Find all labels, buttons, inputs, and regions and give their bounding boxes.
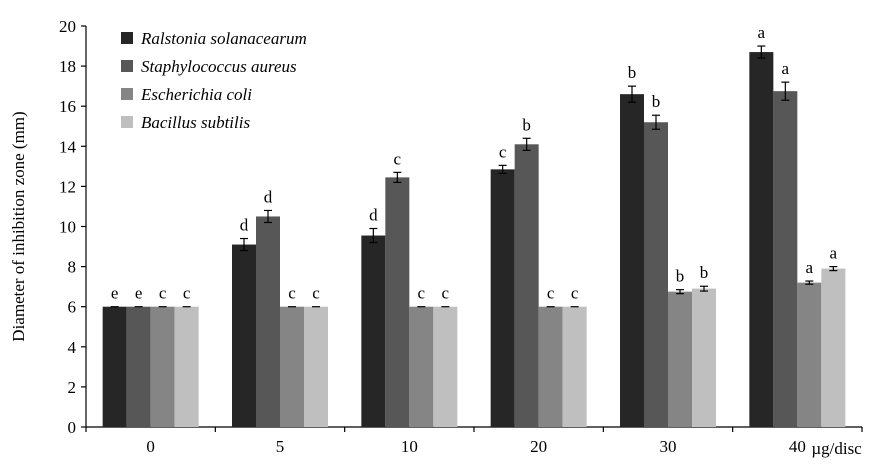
bar (256, 216, 280, 427)
bar (821, 268, 846, 427)
bar (797, 282, 822, 427)
significance-letter: d (240, 216, 249, 235)
y-tick-label: 2 (68, 378, 77, 397)
significance-letter: d (369, 206, 378, 225)
x-tick-label: 10 (401, 437, 418, 456)
significance-letter: c (183, 284, 191, 303)
y-tick-label: 14 (59, 137, 77, 156)
error-bars (110, 45, 838, 308)
bar (433, 306, 458, 427)
y-tick-label: 10 (59, 218, 76, 237)
y-tick-label: 0 (68, 418, 77, 437)
y-tick-label: 20 (59, 17, 76, 36)
significance-letter: e (135, 284, 143, 303)
bar (409, 306, 434, 427)
y-tick-label: 4 (68, 338, 77, 357)
x-tick-label: 30 (660, 437, 677, 456)
bar (150, 306, 175, 427)
significance-letter: c (442, 284, 450, 303)
bar (668, 291, 692, 427)
bars (102, 52, 846, 428)
significance-letter: c (394, 149, 402, 168)
x-axis-unit: µg/disc (811, 439, 862, 458)
bar (562, 306, 587, 427)
bar (126, 306, 151, 427)
significance-letter: c (159, 284, 167, 303)
bar (644, 122, 668, 428)
significance-letter: c (312, 284, 320, 303)
bar (692, 288, 716, 427)
bar (749, 52, 774, 427)
significance-letter: a (806, 258, 814, 277)
bar (361, 235, 386, 427)
significance-letter: a (782, 59, 790, 78)
y-axis-title: Diameter of inhibition zone (mm) (9, 111, 28, 341)
legend-swatch (121, 88, 133, 100)
significance-letter: b (676, 267, 685, 286)
significance-letter: e (111, 284, 119, 303)
significance-letter: a (758, 23, 766, 42)
legend-swatch (121, 116, 133, 128)
significance-letter: a (830, 244, 838, 263)
significance-letter: c (571, 284, 579, 303)
bar (620, 94, 644, 428)
y-tick-label: 18 (59, 57, 76, 76)
bar (385, 177, 410, 427)
bar (232, 244, 256, 427)
legend-label: Ralstonia solanacearum (140, 29, 307, 48)
significance-letter: b (652, 92, 661, 111)
x-tick-label: 20 (530, 437, 547, 456)
y-tick-label: 12 (59, 177, 76, 196)
bar (514, 144, 539, 428)
significance-letter: c (288, 284, 296, 303)
significance-letter: d (264, 187, 273, 206)
legend-swatch (121, 32, 133, 44)
significance-letter: c (547, 284, 555, 303)
bar (490, 169, 515, 428)
y-tick-label: 8 (68, 258, 77, 277)
bar (304, 306, 328, 427)
x-tick-label: 5 (276, 437, 285, 456)
legend-label: Staphylococcus aureus (141, 57, 297, 76)
significance-letter: b (700, 263, 709, 282)
y-tick-label: 16 (59, 97, 76, 116)
bar (102, 306, 127, 427)
significance-letter: b (522, 115, 531, 134)
legend-swatch (121, 60, 133, 72)
x-tick-label: 0 (146, 437, 155, 456)
significance-letter: b (628, 63, 637, 82)
x-tick-label: 40 (789, 437, 806, 456)
bar (773, 91, 798, 427)
axes: 0 2 4 6 8 10 12 14 16 18 20 0 5 10 20 30 40 µg/disc (59, 17, 863, 458)
legend: Ralstonia solanacearum Staphylococcus aur… (121, 29, 307, 132)
bar (538, 306, 563, 427)
bar (280, 306, 304, 427)
significance-letter: c (499, 142, 507, 161)
significance-letter: c (418, 284, 426, 303)
bar (174, 306, 199, 427)
legend-label: Escherichia coli (140, 85, 252, 104)
y-tick-label: 6 (68, 298, 77, 317)
legend-label: Bacillus subtilis (141, 113, 250, 132)
